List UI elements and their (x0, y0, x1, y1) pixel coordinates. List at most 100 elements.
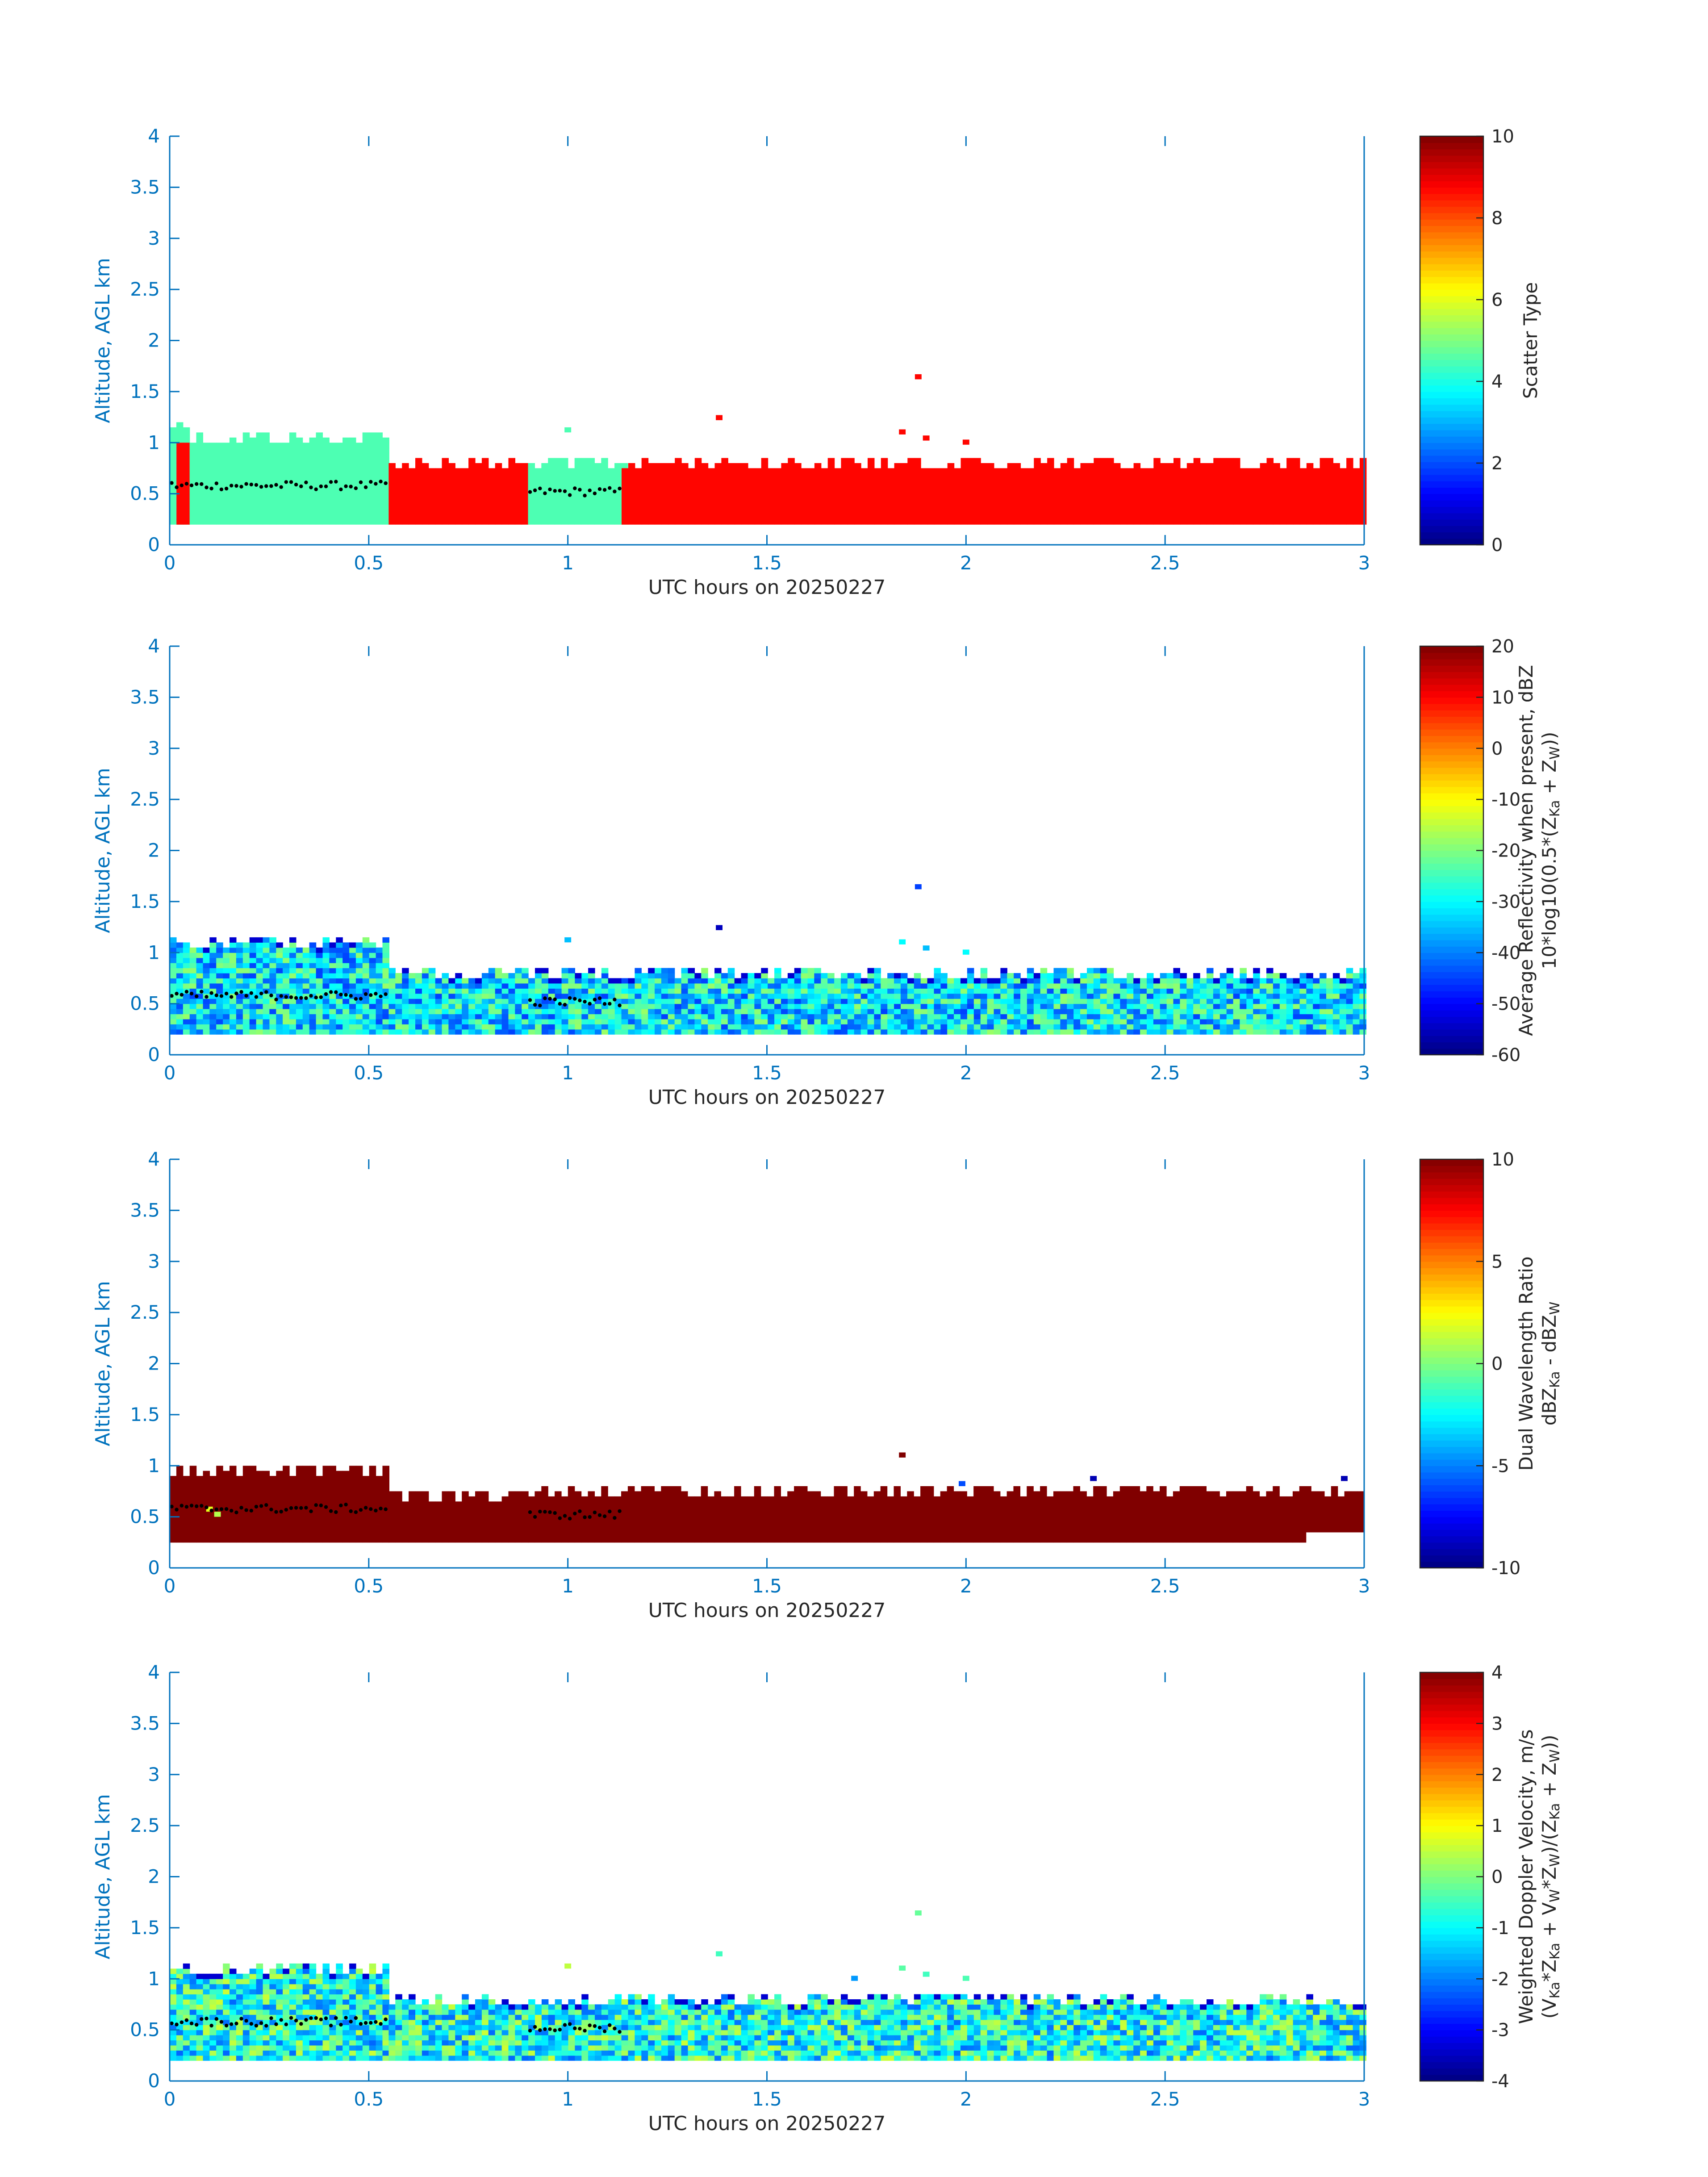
marker-dot (244, 482, 248, 486)
reflectivity-cell (934, 1003, 941, 1009)
reflectivity-cell (1233, 1014, 1240, 1020)
scatter-type-cell (648, 468, 656, 474)
reflectivity-cell (1080, 993, 1087, 999)
reflectivity-cell (236, 993, 243, 999)
scatter-type-cell (681, 463, 689, 468)
scatter-type-cell (714, 509, 722, 514)
scatter-type-cell (914, 509, 921, 514)
reflectivity-cell (382, 983, 389, 989)
scatter-type-cell (548, 478, 555, 484)
reflectivity-cell (1133, 999, 1140, 1004)
scatter-type-cell (741, 483, 748, 489)
reflectivity-cell (568, 973, 575, 978)
scatter-type-cell (1227, 509, 1234, 514)
reflectivity-cell (1047, 983, 1054, 989)
scatter-type-cell (801, 509, 808, 514)
scatter-type-cell (395, 509, 402, 514)
scatter-type-cell (355, 443, 363, 448)
scatter-type-cell (754, 478, 762, 484)
reflectivity-cell (455, 978, 462, 984)
scatter-type-cell (1053, 519, 1061, 525)
reflectivity-cell (927, 1019, 935, 1024)
reflectivity-cell (655, 1019, 662, 1024)
marker-dot (269, 484, 273, 488)
scatter-type-cell (336, 458, 343, 464)
reflectivity-cell (648, 1003, 655, 1009)
scatter-type-cell (788, 473, 795, 479)
scatter-type-cell (1067, 478, 1074, 484)
reflectivity-cell (1233, 983, 1240, 989)
scatter-type-cell (1240, 509, 1247, 514)
scatter-type-cell (522, 489, 529, 494)
reflectivity-cell (269, 1019, 276, 1024)
scatter-type-cell (342, 473, 350, 479)
colorbar-band (1420, 162, 1483, 169)
reflectivity-cell (276, 1029, 283, 1035)
scatter-type-cell (1333, 468, 1340, 474)
reflectivity-cell (994, 999, 1001, 1004)
scatter-type-cell (1160, 468, 1167, 474)
reflectivity-cell (256, 957, 263, 963)
reflectivity-cell (1027, 973, 1034, 978)
scatter-type-cell (1173, 468, 1181, 474)
scatter-type-cell (263, 519, 270, 525)
reflectivity-cell (768, 978, 775, 984)
scatter-type-cell (1220, 458, 1227, 464)
scatter-type-cell (1027, 483, 1034, 489)
reflectivity-cell (648, 973, 655, 978)
scatter-type-cell (768, 468, 775, 474)
reflectivity-cell (1087, 1009, 1094, 1015)
scatter-type-cell (535, 519, 542, 525)
scatter-type-cell (508, 463, 515, 468)
reflectivity-cell (382, 978, 389, 984)
reflectivity-cell (170, 953, 177, 958)
reflectivity-cell (1359, 983, 1366, 989)
reflectivity-cell (614, 999, 622, 1004)
scatter-type-cell (1107, 519, 1114, 525)
reflectivity-cell (289, 978, 296, 984)
reflectivity-cell (801, 983, 808, 989)
reflectivity-cell (263, 1003, 270, 1009)
reflectivity-cell (787, 1014, 795, 1020)
reflectivity-cell (668, 968, 675, 974)
scatter-type-cell (1353, 504, 1360, 510)
scatter-type-cell (841, 489, 848, 494)
reflectivity-cell (203, 1003, 210, 1009)
scatter-type-cell (388, 493, 396, 499)
reflectivity-cell (867, 1024, 875, 1030)
reflectivity-cell (1339, 983, 1347, 989)
reflectivity-cell (422, 988, 429, 994)
reflectivity-cell (1047, 1014, 1054, 1020)
reflectivity-cell (388, 968, 396, 974)
reflectivity-cell (1299, 978, 1307, 984)
reflectivity-cell (329, 957, 336, 963)
scatter-type-cell (754, 493, 762, 499)
reflectivity-cell (1067, 978, 1074, 984)
reflectivity-cell (203, 983, 210, 989)
scatter-type-cell (974, 499, 981, 505)
reflectivity-cell (189, 947, 197, 953)
reflectivity-cell (1359, 1003, 1366, 1009)
reflectivity-cell (442, 1029, 449, 1035)
scatter-type-cell (316, 514, 323, 520)
reflectivity-cell (1107, 983, 1114, 989)
marker-dot (205, 995, 209, 999)
scatter-type-cell (1246, 473, 1254, 479)
scatter-type-cell (428, 504, 436, 510)
scatter-type-cell (283, 509, 290, 514)
reflectivity-cell (528, 993, 535, 999)
reflectivity-cell (1260, 1019, 1267, 1024)
reflectivity-cell (781, 1009, 788, 1015)
reflectivity-cell (568, 983, 575, 989)
scatter-type-cell (481, 493, 489, 499)
reflectivity-cell (276, 942, 283, 948)
scatter-type-cell (1160, 499, 1167, 505)
scatter-type-cell (475, 468, 482, 474)
reflectivity-cell (555, 1024, 562, 1030)
scatter-type-cell (628, 499, 635, 505)
reflectivity-cell (668, 993, 675, 999)
reflectivity-cell (701, 1003, 708, 1009)
reflectivity-cell (1060, 988, 1067, 994)
marker-dot (573, 486, 577, 490)
scatter-type-cell (1073, 468, 1081, 474)
